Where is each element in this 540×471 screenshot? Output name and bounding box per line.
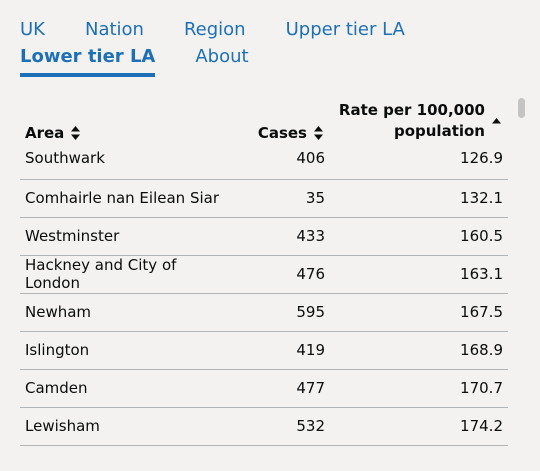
region-tabs: UK Nation Region Upper tier LA Lower tie… xyxy=(20,16,530,77)
tab-row-2: Lower tier LA About xyxy=(20,43,530,77)
cell-rate: 167.5 xyxy=(330,293,508,332)
cell-area: Newham xyxy=(20,293,240,332)
scrollbar-thumb[interactable] xyxy=(518,98,525,118)
table-row: Comhairle nan Eilean Siar 35 132.1 xyxy=(20,179,508,218)
table-row: Hackney and City of London 476 163.1 xyxy=(20,255,508,294)
cell-rate: 168.9 xyxy=(330,331,508,370)
cases-table: Area Cases xyxy=(20,96,508,446)
data-table-container: Area Cases xyxy=(20,96,530,453)
cell-area: Southwark xyxy=(20,146,240,180)
column-header-cases[interactable]: Cases xyxy=(240,96,330,146)
tab-about[interactable]: About xyxy=(195,46,249,67)
tab-row-1: UK Nation Region Upper tier LA xyxy=(20,16,530,43)
table-row: Islington 419 168.9 xyxy=(20,331,508,370)
cell-cases: 477 xyxy=(240,369,330,408)
cell-area: Westminster xyxy=(20,217,240,256)
column-header-area[interactable]: Area xyxy=(20,96,240,146)
rate-label-line-1: Rate per 100,000 xyxy=(338,101,485,119)
tab-uk[interactable]: UK xyxy=(20,19,45,40)
sort-cases-button[interactable]: Cases xyxy=(258,124,325,142)
cell-area: Lewisham xyxy=(20,407,240,446)
cell-cases: 433 xyxy=(240,217,330,256)
table-row: Southwark 406 126.9 xyxy=(20,146,508,180)
cell-area: Hackney and City of London xyxy=(20,255,240,294)
cell-cases: 532 xyxy=(240,407,330,446)
cell-cases: 476 xyxy=(240,255,330,294)
cell-rate: 174.2 xyxy=(330,407,508,446)
cell-rate: 170.7 xyxy=(330,369,508,408)
cell-cases: 406 xyxy=(240,146,330,180)
rate-label-line-2: population xyxy=(393,122,485,140)
cell-area: Camden xyxy=(20,369,240,408)
tab-upper-tier-la[interactable]: Upper tier LA xyxy=(285,19,405,40)
column-header-area-label: Area xyxy=(25,124,65,142)
column-header-cases-label: Cases xyxy=(257,124,307,142)
cell-rate: 126.9 xyxy=(330,146,508,180)
table-scrollbar[interactable] xyxy=(517,96,527,453)
cell-cases: 419 xyxy=(240,331,330,370)
sort-ascending-icon xyxy=(491,112,503,130)
sort-rate-button[interactable]: Rate per 100,000 population xyxy=(339,100,503,142)
table-row: Westminster 433 160.5 xyxy=(20,217,508,256)
table-row: Lewisham 532 174.2 xyxy=(20,407,508,446)
tab-lower-tier-la[interactable]: Lower tier LA xyxy=(20,43,156,77)
cell-area: Islington xyxy=(20,331,240,370)
table-row: Newham 595 167.5 xyxy=(20,293,508,332)
column-header-rate-label: Rate per 100,000 population xyxy=(339,100,485,142)
cell-cases: 35 xyxy=(240,179,330,218)
cell-cases: 595 xyxy=(240,293,330,332)
sort-unsorted-icon xyxy=(70,124,82,142)
cell-rate: 163.1 xyxy=(330,255,508,294)
table-body: Southwark 406 126.9 Comhairle nan Eilean… xyxy=(20,146,508,446)
sort-unsorted-icon xyxy=(313,124,325,142)
tab-nation[interactable]: Nation xyxy=(84,19,144,40)
header-row: Area Cases xyxy=(20,96,508,146)
table-header: Area Cases xyxy=(20,96,508,146)
sort-area-button[interactable]: Area xyxy=(25,124,82,142)
cell-rate: 132.1 xyxy=(330,179,508,218)
tab-region[interactable]: Region xyxy=(183,19,246,40)
cell-rate: 160.5 xyxy=(330,217,508,256)
cell-area: Comhairle nan Eilean Siar xyxy=(20,179,240,218)
column-header-rate[interactable]: Rate per 100,000 population xyxy=(330,96,508,146)
table-row: Camden 477 170.7 xyxy=(20,369,508,408)
